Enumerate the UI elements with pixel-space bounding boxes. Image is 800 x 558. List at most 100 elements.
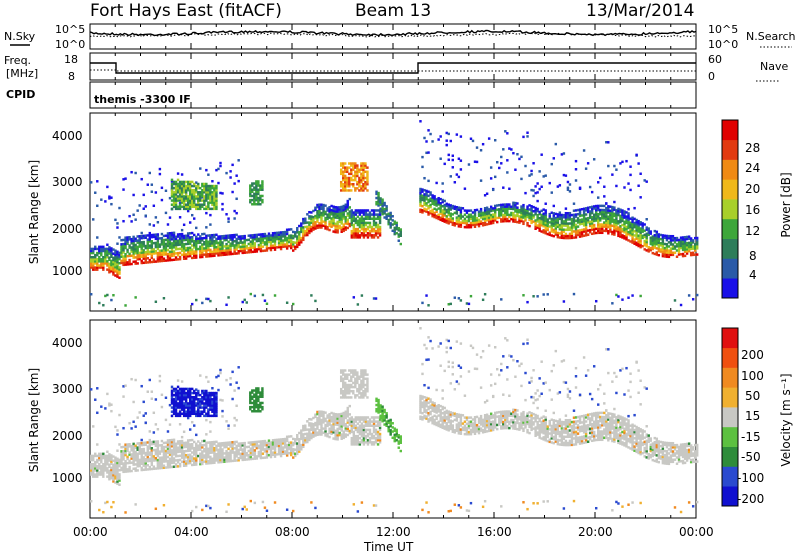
velocity-cell xyxy=(209,421,211,423)
velocity-cell xyxy=(122,395,124,397)
power-cell xyxy=(510,148,512,150)
velocity-cell xyxy=(244,442,246,444)
power-cell xyxy=(132,214,134,216)
velocity-cell xyxy=(217,389,219,391)
velocity-cell xyxy=(167,430,169,432)
power-cell xyxy=(480,208,482,210)
velocity-cell xyxy=(357,510,359,512)
power-cell xyxy=(361,294,363,296)
power-cell xyxy=(496,221,498,223)
power-cell xyxy=(205,212,207,214)
power-cell xyxy=(448,133,450,135)
power-cell xyxy=(106,294,108,296)
power-cell xyxy=(639,173,641,175)
power-cell xyxy=(128,215,130,217)
power-cell xyxy=(254,242,256,244)
power-cb-tick-24: 24 xyxy=(745,161,760,175)
power-cell xyxy=(143,194,145,196)
velocity-cell xyxy=(349,405,351,407)
power-cell xyxy=(389,212,391,214)
power-cb-label: Power [dB] xyxy=(779,172,793,237)
power-cell xyxy=(237,180,239,182)
velocity-cell xyxy=(205,419,207,421)
power-cell xyxy=(460,135,462,137)
power-cell xyxy=(623,186,625,188)
power-cell xyxy=(454,181,456,183)
power-cell xyxy=(486,193,488,195)
power-cell xyxy=(244,235,246,237)
nsearch-tick-top: 10^5 xyxy=(708,23,738,36)
power-cell xyxy=(425,140,427,142)
power-cell xyxy=(266,303,268,305)
velocity-cell xyxy=(118,414,120,416)
power-ylabel: Slant Range [km] xyxy=(27,160,41,264)
power-cell xyxy=(233,182,235,184)
velocity-cell xyxy=(286,509,288,511)
power-cell xyxy=(130,220,132,222)
velocity-cell xyxy=(292,510,294,512)
velocity-cell xyxy=(217,375,219,377)
power-cell xyxy=(227,217,229,219)
power-cell xyxy=(553,157,555,159)
power-cell xyxy=(423,137,425,139)
power-cell xyxy=(149,172,151,174)
power-cell xyxy=(613,206,615,208)
power-cell xyxy=(161,199,163,201)
power-cell xyxy=(480,179,482,181)
power-cell xyxy=(126,249,128,251)
power-cell xyxy=(498,167,500,169)
power-cell xyxy=(615,185,617,187)
power-cell xyxy=(613,165,615,167)
station-title: Fort Hays East (fitACF) xyxy=(90,1,282,21)
velocity-cell xyxy=(227,503,229,505)
power-cell xyxy=(553,205,555,207)
power-cell xyxy=(444,163,446,165)
power-cell xyxy=(227,220,229,222)
power-cell xyxy=(377,192,379,194)
beam-title: Beam 13 xyxy=(355,1,431,21)
velocity-cell xyxy=(304,424,306,426)
colorbar-segment xyxy=(722,258,738,278)
power-cell xyxy=(526,135,528,137)
power-cell xyxy=(165,212,167,214)
power-cell xyxy=(587,234,589,236)
power-cell xyxy=(90,293,92,295)
power-cell xyxy=(526,132,528,134)
velocity-cell xyxy=(110,410,112,412)
power-cell xyxy=(134,218,136,220)
power-cell xyxy=(684,255,686,257)
velocity-cell xyxy=(237,387,239,389)
power-cell xyxy=(526,301,528,303)
power-cell xyxy=(157,221,159,223)
power-cell xyxy=(233,210,235,212)
power-cell xyxy=(452,166,454,168)
power-cell xyxy=(532,295,534,297)
power-cell xyxy=(274,294,276,296)
power-cell xyxy=(476,161,478,163)
power-cell xyxy=(221,192,223,194)
power-cell xyxy=(627,212,629,214)
velocity-cell xyxy=(116,449,118,451)
power-cell xyxy=(179,216,181,218)
power-cell xyxy=(530,170,532,172)
velocity-cell xyxy=(250,500,252,502)
velocity-cell xyxy=(225,420,227,422)
power-cell xyxy=(290,228,292,230)
power-cell xyxy=(488,137,490,139)
power-cell xyxy=(492,189,494,191)
velocity-cell xyxy=(126,456,128,458)
power-cell xyxy=(692,239,694,241)
power-cell xyxy=(506,132,508,134)
power-cell xyxy=(591,191,593,193)
cpid-label: CPID xyxy=(6,88,35,101)
power-cell xyxy=(633,207,635,209)
velocity-cell xyxy=(181,380,183,382)
power-cell xyxy=(145,205,147,207)
power-cb-tick-12: 12 xyxy=(745,224,760,238)
power-cell xyxy=(577,225,579,227)
power-cell xyxy=(456,133,458,135)
nave-tick-top: 60 xyxy=(708,53,722,66)
power-cell xyxy=(375,297,377,299)
power-cell xyxy=(233,217,235,219)
power-cell xyxy=(506,159,508,161)
